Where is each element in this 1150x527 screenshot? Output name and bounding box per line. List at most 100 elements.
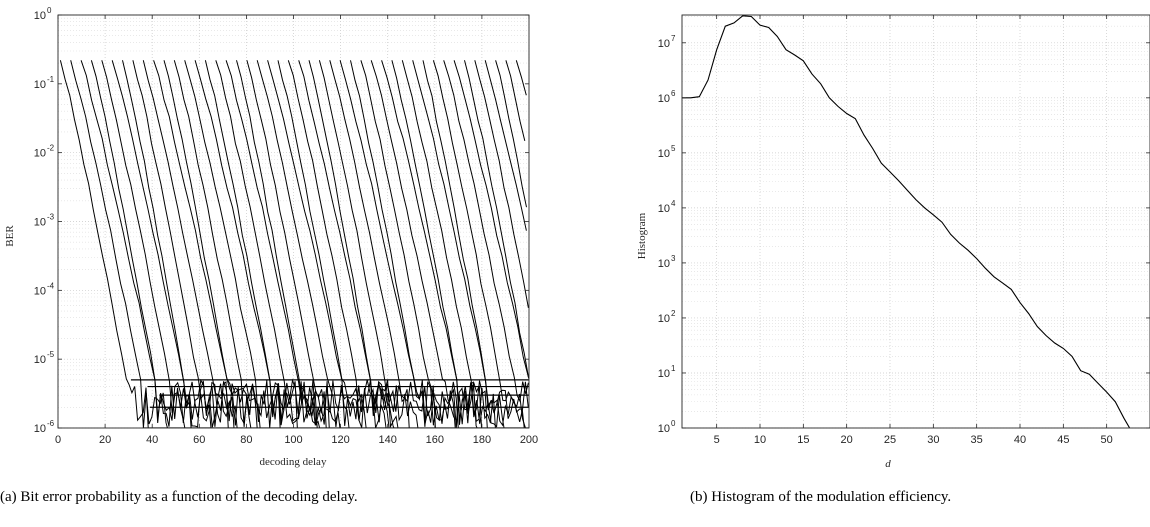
chart-b-x-tick-label: 40	[1014, 434, 1026, 446]
chart-a-series-line	[287, 60, 410, 428]
chart-b-y-tick-label: 10	[658, 258, 670, 270]
chart-a-series-line	[90, 60, 192, 428]
chart-a-x-tick-label: 20	[99, 434, 111, 446]
chart-b-x-axis-label: d	[885, 458, 891, 470]
chart-b-y-tick-label: 10	[658, 313, 670, 325]
chart-b-x-tick-label: 35	[971, 434, 983, 446]
chart-a-series-line	[101, 60, 212, 428]
chart-a-x-tick-label: 40	[146, 434, 158, 446]
chart-a-series-line	[505, 60, 526, 142]
chart-a-series-line	[256, 60, 367, 428]
chart-a-series-line	[453, 60, 529, 379]
chart-a-y-tick-label: 10	[34, 285, 46, 297]
chart-b-grid	[682, 15, 1150, 429]
chart-b-frame	[681, 14, 1150, 429]
chart-a-series-line	[484, 60, 527, 231]
chart-a-axes: 10-610-510-410-310-210-110 00 20 40 60 80 100 1…	[34, 6, 538, 446]
chart-a-y-tick-label: 10	[34, 148, 46, 160]
chart-b-x-tick-label: 50	[1101, 434, 1113, 446]
chart-a-series-line	[246, 60, 350, 428]
chart-a-series-line	[277, 60, 390, 428]
chart-a-series-line	[443, 60, 529, 403]
chart-a-x-tick-label: 0	[55, 434, 61, 446]
chart-a-series-line	[194, 60, 318, 428]
chart-a-x-tick-label: 80	[240, 434, 252, 446]
chart-a-y-axis-label: BER	[4, 225, 16, 247]
chart-a-y-tick-label: 10	[34, 423, 46, 435]
chart-a-caption: (a) Bit error probability as a function …	[0, 489, 358, 505]
chart-a-series-line	[173, 60, 281, 428]
chart-a-series-line	[381, 60, 483, 428]
chart-a-y-tick-exponent: -6	[47, 419, 55, 428]
chart-b-y-tick-exponent: 4	[671, 199, 676, 208]
chart-a-y-tick-label: 10	[34, 79, 46, 91]
chart-a-y-tick-exponent: -3	[47, 213, 55, 222]
chart-a-series-line	[464, 60, 529, 379]
chart-a-frame	[57, 14, 530, 429]
chart-a-series-line	[111, 60, 229, 428]
chart-b-y-axis-label: Histogram	[636, 212, 648, 259]
chart-b-y-tick-exponent: 2	[671, 309, 676, 318]
chart-a-x-tick-label: 160	[426, 434, 444, 446]
chart-a-series-line	[515, 60, 527, 96]
chart-a-x-tick-label: 200	[520, 434, 538, 446]
chart-b-y-tick-label: 10	[658, 93, 670, 105]
chart-a-x-tick-label: 120	[331, 434, 349, 446]
chart-a-series-line	[329, 60, 436, 428]
chart-b-x-tick-label: 20	[841, 434, 853, 446]
chart-b-y-tick-exponent: 7	[671, 34, 676, 43]
chart-a-series-line	[132, 60, 252, 428]
chart-a-y-tick-exponent: -2	[47, 144, 55, 153]
chart-a-y-tick-exponent: -1	[47, 75, 55, 84]
chart-b-y-tick-label: 10	[658, 38, 670, 50]
chart-b-y-tick-label: 10	[658, 148, 670, 160]
chart-a-series-line	[422, 60, 527, 428]
chart-a-y-tick-label: 10	[34, 354, 46, 366]
chart-b-y-tick-label: 10	[658, 368, 670, 380]
chart-a-series-line	[163, 60, 261, 428]
chart-a-series	[59, 60, 529, 428]
chart-a-series-line	[474, 60, 529, 308]
chart-a-series-line	[80, 60, 186, 428]
chart-a-x-tick-label: 60	[193, 434, 205, 446]
chart-a-series-line	[142, 60, 238, 428]
chart-a-series-line	[59, 60, 149, 428]
chart-a-series-line	[236, 60, 330, 428]
chart-b-axes: 10 010 110 210 310 410 510 610 75 10 15 20 25 30 35 40 4…	[658, 14, 1150, 446]
chart-b-y-tick-exponent: 0	[671, 419, 676, 428]
chart-a-series-line	[122, 60, 235, 428]
chart-b-x-tick-label: 30	[927, 434, 939, 446]
chart-a-series-line	[401, 60, 505, 428]
chart-a-y-tick-exponent: -4	[47, 281, 55, 290]
chart-b-y-tick-label: 10	[658, 423, 670, 435]
chart-b-y-tick-exponent: 6	[671, 89, 676, 98]
chart-b-x-tick-label: 25	[884, 434, 896, 446]
chart-b-x-tick-label: 15	[797, 434, 809, 446]
chart-a-series-line	[350, 60, 459, 428]
chart-a-series-line	[308, 60, 399, 428]
chart-b-y-tick-exponent: 1	[671, 364, 676, 373]
chart-b-x-tick-label: 5	[714, 434, 720, 446]
chart-a-series-line	[391, 60, 488, 428]
chart-a-series-line	[153, 60, 258, 428]
chart-a-y-tick-exponent: 0	[47, 6, 52, 15]
chart-a-y-tick-exponent: -5	[47, 350, 55, 359]
chart-b-y-tick-exponent: 3	[671, 254, 676, 263]
chart-a-series-line	[495, 60, 527, 208]
chart-b-y-tick-exponent: 5	[671, 144, 676, 153]
chart-b-y-tick-label: 10	[658, 203, 670, 215]
chart-a-series-line	[318, 60, 419, 428]
chart-a-series-line	[70, 60, 168, 428]
chart-a-series-line	[204, 60, 321, 428]
chart-a-x-tick-label: 140	[379, 434, 397, 446]
chart-a-x-tick-label: 100	[284, 434, 302, 446]
chart-a-series-line	[432, 60, 529, 423]
chart-a-x-tick-label: 180	[473, 434, 491, 446]
chart-a-x-axis-label: decoding delay	[260, 456, 327, 468]
chart-a-y-tick-label: 10	[34, 10, 46, 22]
chart-a-y-tick-label: 10	[34, 217, 46, 229]
chart-b-x-tick-label: 10	[754, 434, 766, 446]
chart-b-caption: (b) Histogram of the modulation efficien…	[690, 489, 952, 505]
chart-b-x-tick-label: 45	[1057, 434, 1069, 446]
